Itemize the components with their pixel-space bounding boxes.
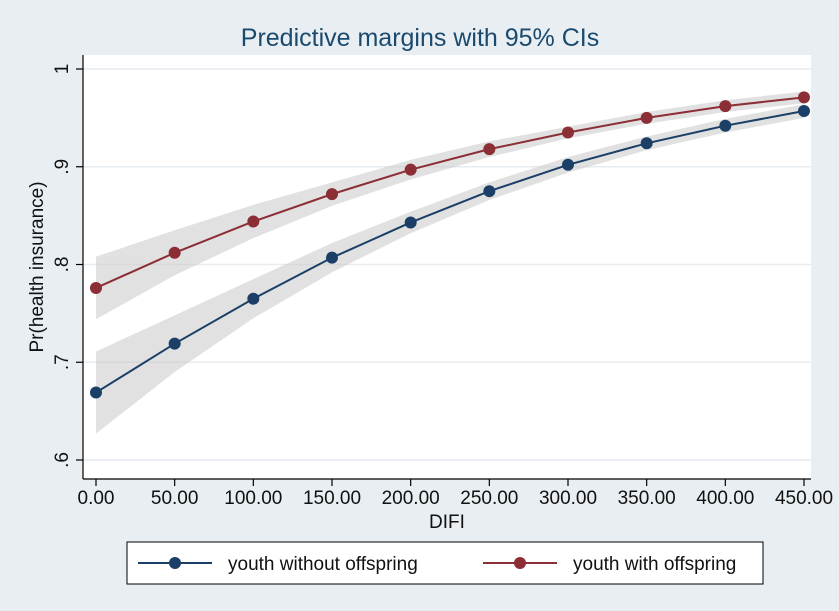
data-point-without-offspring [326, 251, 338, 264]
series-markers [90, 91, 810, 399]
data-point-without-offspring [247, 292, 260, 305]
data-point-without-offspring [562, 158, 574, 171]
data-point-with-offspring [719, 100, 732, 113]
x-axis-title: DIFI [429, 512, 465, 533]
legend-box [126, 541, 764, 585]
data-point-without-offspring [90, 386, 102, 399]
data-point-with-offspring [404, 163, 417, 176]
legend: youth without offspring youth with offspr… [138, 554, 736, 575]
series-lines [95, 96, 805, 394]
data-point-with-offspring [562, 126, 574, 139]
series-line-with-offspring [95, 96, 805, 289]
data-point-without-offspring [798, 105, 810, 118]
x-tick-label: 150.00 [303, 488, 361, 509]
data-point-without-offspring [404, 216, 417, 229]
y-tick-label: .9 [52, 159, 73, 175]
plot-area [83, 55, 811, 479]
data-point-with-offspring [247, 215, 260, 228]
data-point-without-offspring [483, 185, 496, 198]
x-tick-label: 350.00 [618, 488, 676, 509]
data-point-with-offspring [640, 111, 653, 124]
legend-marker-without-offspring [169, 557, 181, 569]
data-point-with-offspring [798, 91, 810, 104]
legend-label-without-offspring: youth without offspring [228, 554, 418, 575]
data-point-with-offspring [168, 246, 181, 259]
x-tick-label: 200.00 [382, 488, 440, 509]
y-ticks: .6 .7 .8 .9 1 [52, 64, 83, 468]
y-tick-label: .6 [52, 452, 73, 468]
x-ticks: 0.00 50.00 100.00 150.00 200.00 250.00 300.00 3… [78, 479, 833, 509]
y-tick-label: 1 [52, 64, 73, 75]
x-tick-label: 250.00 [460, 488, 518, 509]
data-point-with-offspring [326, 188, 338, 201]
data-point-without-offspring [640, 137, 653, 150]
y-tick-label: .8 [52, 257, 73, 273]
x-tick-label: 0.00 [78, 488, 115, 509]
data-point-with-offspring [90, 281, 102, 294]
data-point-without-offspring [168, 337, 181, 350]
y-axis-title: Pr(health insurance) [27, 181, 48, 352]
x-tick-label: 400.00 [696, 488, 754, 509]
data-point-with-offspring [483, 143, 496, 156]
x-tick-label: 50.00 [151, 488, 199, 509]
grid-lines [83, 68, 811, 461]
x-tick-label: 100.00 [224, 488, 282, 509]
series-line-without-offspring [95, 110, 805, 394]
legend-marker-with-offspring [514, 557, 526, 569]
legend-label-with-offspring: youth with offspring [573, 554, 736, 575]
x-tick-label: 300.00 [539, 488, 597, 509]
chart-title: Predictive margins with 95% CIs [241, 24, 599, 52]
x-tick-label: 450.00 [775, 488, 833, 509]
y-tick-label: .7 [52, 354, 73, 370]
data-point-without-offspring [719, 119, 732, 132]
